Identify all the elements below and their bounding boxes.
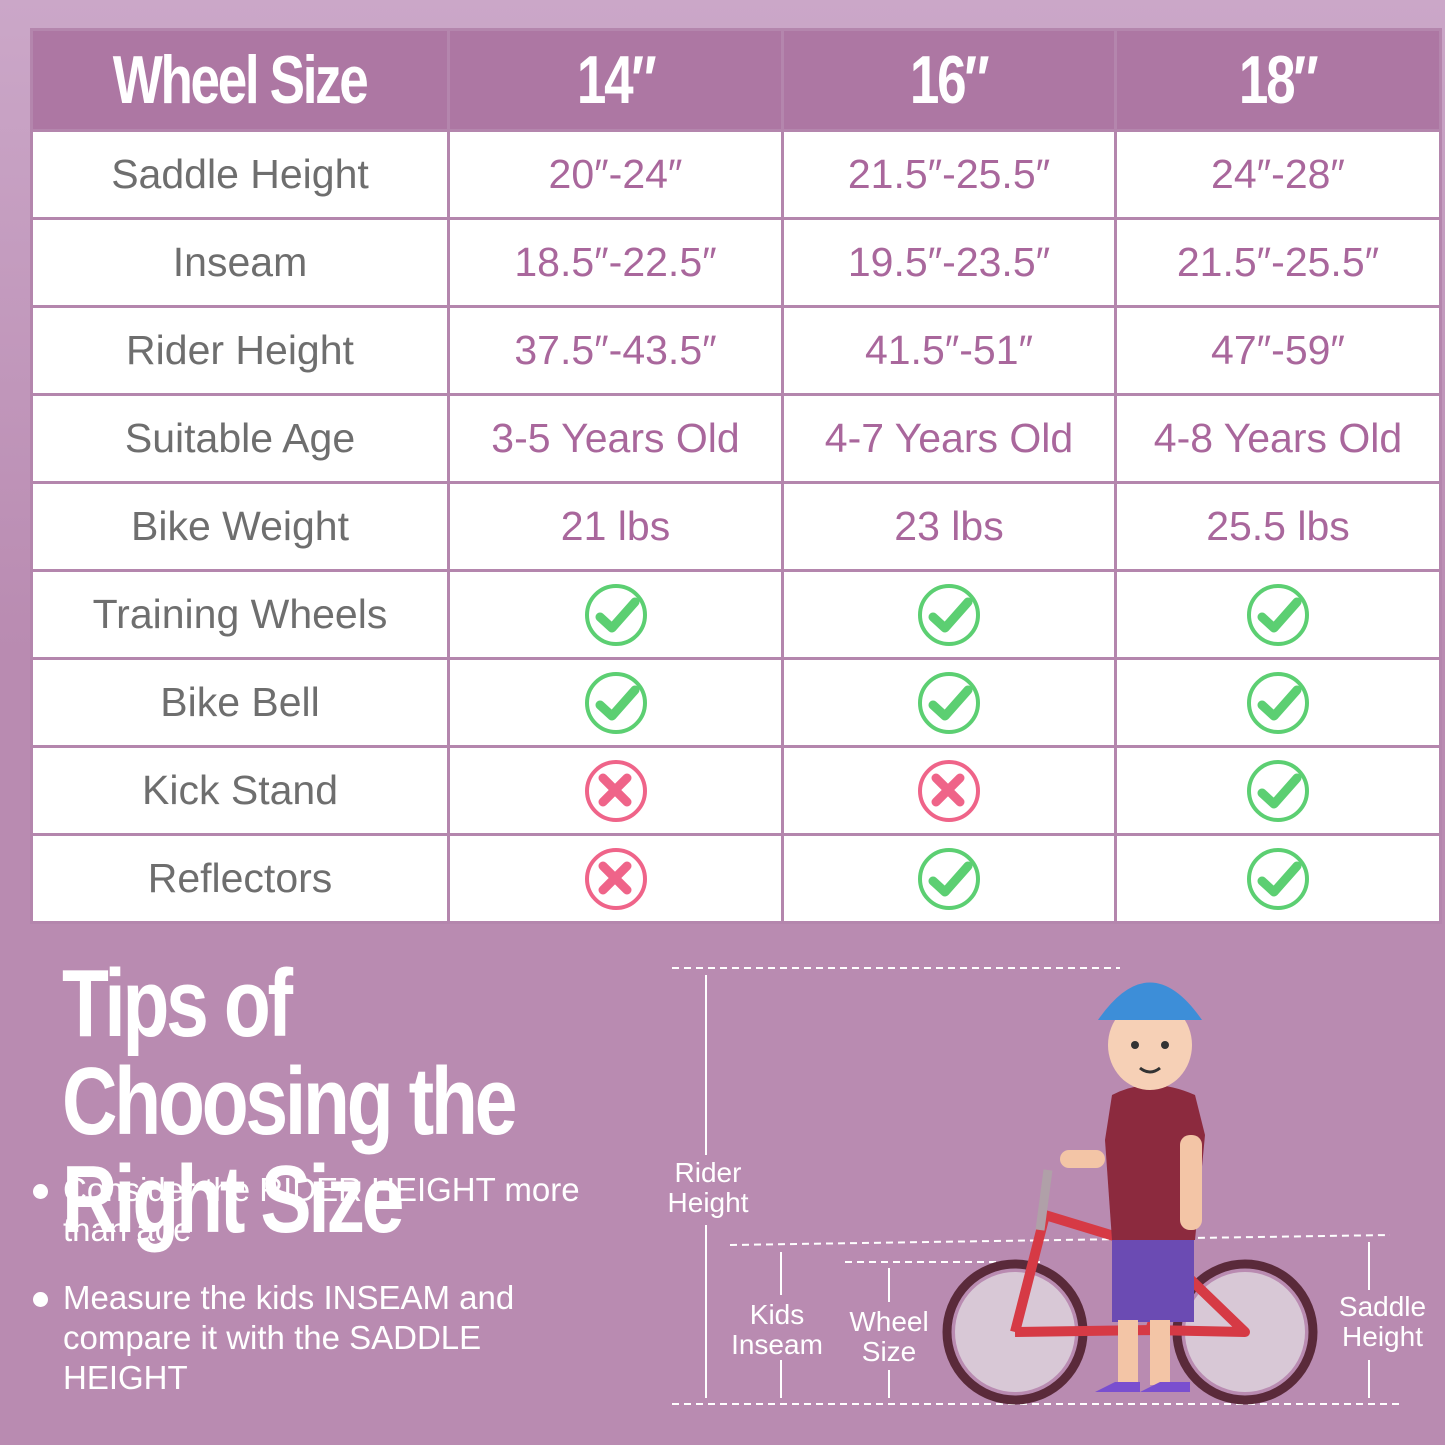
diagram-label: Saddle Height	[1338, 1291, 1427, 1352]
row-label: Bike Weight	[30, 481, 450, 572]
cross-icon	[584, 847, 647, 910]
diagram-label: Wheel Size	[849, 1306, 929, 1367]
check-icon	[1247, 759, 1309, 822]
cell-value: 21.5″-25.5″	[1114, 217, 1442, 308]
cell-value: 3-5 Years Old	[447, 393, 784, 484]
tip-item: Measure the kids INSEAM and compare it w…	[30, 1278, 590, 1398]
check-icon	[1247, 847, 1309, 910]
row-label: Kick Stand	[30, 745, 450, 836]
icon-cell	[1114, 833, 1442, 924]
cell-value: 23 lbs	[781, 481, 1117, 572]
row-label: Bike Bell	[30, 657, 450, 748]
row-label: Training Wheels	[30, 569, 450, 660]
icon-cell	[1114, 745, 1442, 836]
row-label: Suitable Age	[30, 393, 450, 484]
row-label: Inseam	[30, 217, 450, 308]
cell-value: 41.5″-51″	[781, 305, 1117, 396]
table-row: Inseam 18.5″-22.5″ 19.5″-23.5″ 21.5″-25.5″	[30, 217, 1442, 308]
icon-cell	[447, 745, 784, 836]
cell-value: 47″-59″	[1114, 305, 1442, 396]
cell-value: 25.5 lbs	[1114, 481, 1442, 572]
icon-cell	[781, 745, 1117, 836]
table-row: Rider Height 37.5″-43.5″ 41.5″-51″ 47″-59″	[30, 305, 1442, 396]
icon-cell	[447, 569, 784, 660]
header-cell: 16″	[781, 28, 1117, 132]
header-cell: 18″	[1114, 28, 1442, 132]
check-icon	[918, 583, 980, 646]
cell-value: 24″-28″	[1114, 129, 1442, 220]
cell-value: 18.5″-22.5″	[447, 217, 784, 308]
table-row: Bike Weight 21 lbs 23 lbs 25.5 lbs	[30, 481, 1442, 572]
table-row: Suitable Age 3-5 Years Old 4-7 Years Old 4-…	[30, 393, 1442, 484]
icon-cell	[781, 569, 1117, 660]
cell-value: 4-8 Years Old	[1114, 393, 1442, 484]
icon-cell	[1114, 569, 1442, 660]
table-row: Saddle Height 20″-24″ 21.5″-25.5″ 24″-28″	[30, 129, 1442, 220]
cross-icon	[918, 759, 980, 822]
cell-value: 4-7 Years Old	[781, 393, 1117, 484]
header-row: Wheel Size 14″ 16″ 18″	[30, 28, 1442, 132]
header-text: 18″	[1239, 42, 1319, 118]
check-icon	[1247, 583, 1309, 646]
icon-cell	[781, 833, 1117, 924]
check-icon	[584, 671, 647, 734]
icon-cell	[447, 833, 784, 924]
check-icon	[918, 847, 980, 910]
header-text: 16″	[910, 42, 990, 118]
cell-value: 21.5″-25.5″	[781, 129, 1117, 220]
cell-value: 37.5″-43.5″	[447, 305, 784, 396]
check-icon	[918, 671, 980, 734]
size-table: Wheel Size 14″ 16″ 18″ Saddle Height 20″-24″ 2…	[30, 28, 1442, 924]
row-label: Saddle Height	[30, 129, 450, 220]
tips-title: Tips of Choosing the Right Size	[62, 950, 517, 1253]
tips-list: Consider the RIDER HEIGHT more than age M…	[30, 1170, 590, 1426]
cross-icon	[584, 759, 647, 822]
table-row: Bike Bell	[30, 657, 1442, 748]
header-text: Wheel Size	[113, 42, 369, 118]
row-label: Rider Height	[30, 305, 450, 396]
check-icon	[1247, 671, 1309, 734]
table-row: Kick Stand	[30, 745, 1442, 836]
cell-value: 20″-24″	[447, 129, 784, 220]
row-label: Reflectors	[30, 833, 450, 924]
check-icon	[584, 583, 647, 646]
diagram-label: Kids Inseam	[731, 1299, 823, 1360]
cell-value: 21 lbs	[447, 481, 784, 572]
table-row: Reflectors	[30, 833, 1442, 924]
cell-value: 19.5″-23.5″	[781, 217, 1117, 308]
table-row: Training Wheels	[30, 569, 1442, 660]
header-text: 14″	[576, 42, 657, 118]
icon-cell	[1114, 657, 1442, 748]
icon-cell	[447, 657, 784, 748]
diagram-label: Rider Height	[667, 1157, 749, 1218]
header-cell: 14″	[447, 28, 784, 132]
icon-cell	[781, 657, 1117, 748]
header-cell: Wheel Size	[30, 28, 450, 132]
tip-item: Consider the RIDER HEIGHT more than age	[30, 1170, 590, 1250]
